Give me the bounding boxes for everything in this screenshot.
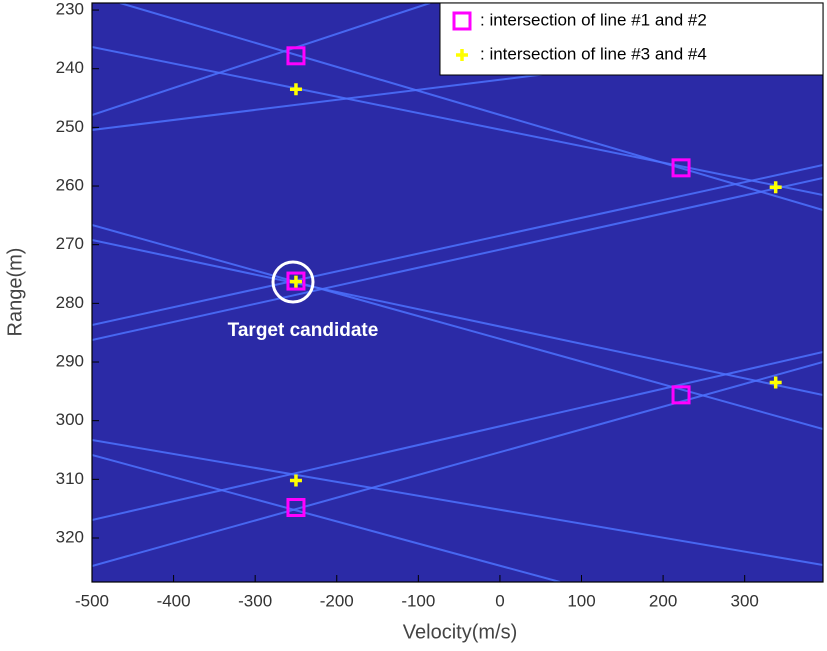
square-marker — [452, 11, 472, 31]
x-tick-label: -400 — [157, 591, 191, 610]
x-tick-label: 300 — [730, 591, 758, 610]
square-marker — [671, 385, 691, 405]
plus-marker — [289, 275, 302, 288]
x-tick-label: 0 — [495, 591, 504, 610]
line — [92, 361, 823, 567]
legend: : intersection of line #1 and #2 : inters… — [439, 2, 824, 76]
square-marker — [671, 158, 691, 178]
square-marker — [286, 46, 306, 66]
x-axis-label: Velocity(m/s) — [403, 621, 517, 643]
line — [92, 3, 431, 116]
target-circle — [271, 260, 315, 304]
legend-label: : intersection of line #3 and #4 — [480, 44, 707, 63]
y-tick-label: 260 — [56, 176, 84, 195]
x-tick-label: -200 — [320, 591, 354, 610]
square-marker — [286, 497, 306, 517]
y-tick-label: 290 — [56, 351, 84, 370]
legend-box — [439, 2, 824, 76]
line — [92, 239, 823, 396]
marks — [286, 46, 782, 517]
y-tick-label: 240 — [56, 58, 84, 77]
x-tick-label: -100 — [401, 591, 435, 610]
plus-marker — [289, 474, 302, 487]
x-tick-label: -500 — [75, 591, 109, 610]
y-tick-label: 310 — [56, 469, 84, 488]
line — [92, 351, 823, 521]
y-axis-label: Range(m) — [4, 248, 26, 337]
plus-marker — [456, 49, 468, 61]
y-tick-label: 270 — [56, 234, 84, 253]
plus-marker — [769, 376, 782, 389]
y-tick-label: 300 — [56, 410, 84, 429]
line — [92, 439, 823, 566]
y-tick-label: 230 — [56, 0, 84, 19]
y-tick-label: 250 — [56, 117, 84, 136]
plus-marker — [769, 181, 782, 194]
x-tick-label: 200 — [649, 591, 677, 610]
ambiguity-lines — [92, 3, 823, 582]
y-tick-label: 280 — [56, 293, 84, 312]
y-tick-label: 320 — [56, 527, 84, 546]
annotation: Target candidate — [228, 320, 379, 341]
line — [92, 454, 561, 582]
plot-background — [92, 3, 823, 582]
line — [92, 46, 823, 196]
legend-label: : intersection of line #1 and #2 — [480, 10, 707, 29]
x-tick-label: -300 — [238, 591, 272, 610]
line — [119, 3, 823, 211]
square-marker — [286, 271, 306, 291]
x-tick-label: 100 — [567, 591, 595, 610]
plus-marker — [289, 83, 302, 96]
line — [92, 177, 823, 341]
line — [92, 164, 823, 326]
